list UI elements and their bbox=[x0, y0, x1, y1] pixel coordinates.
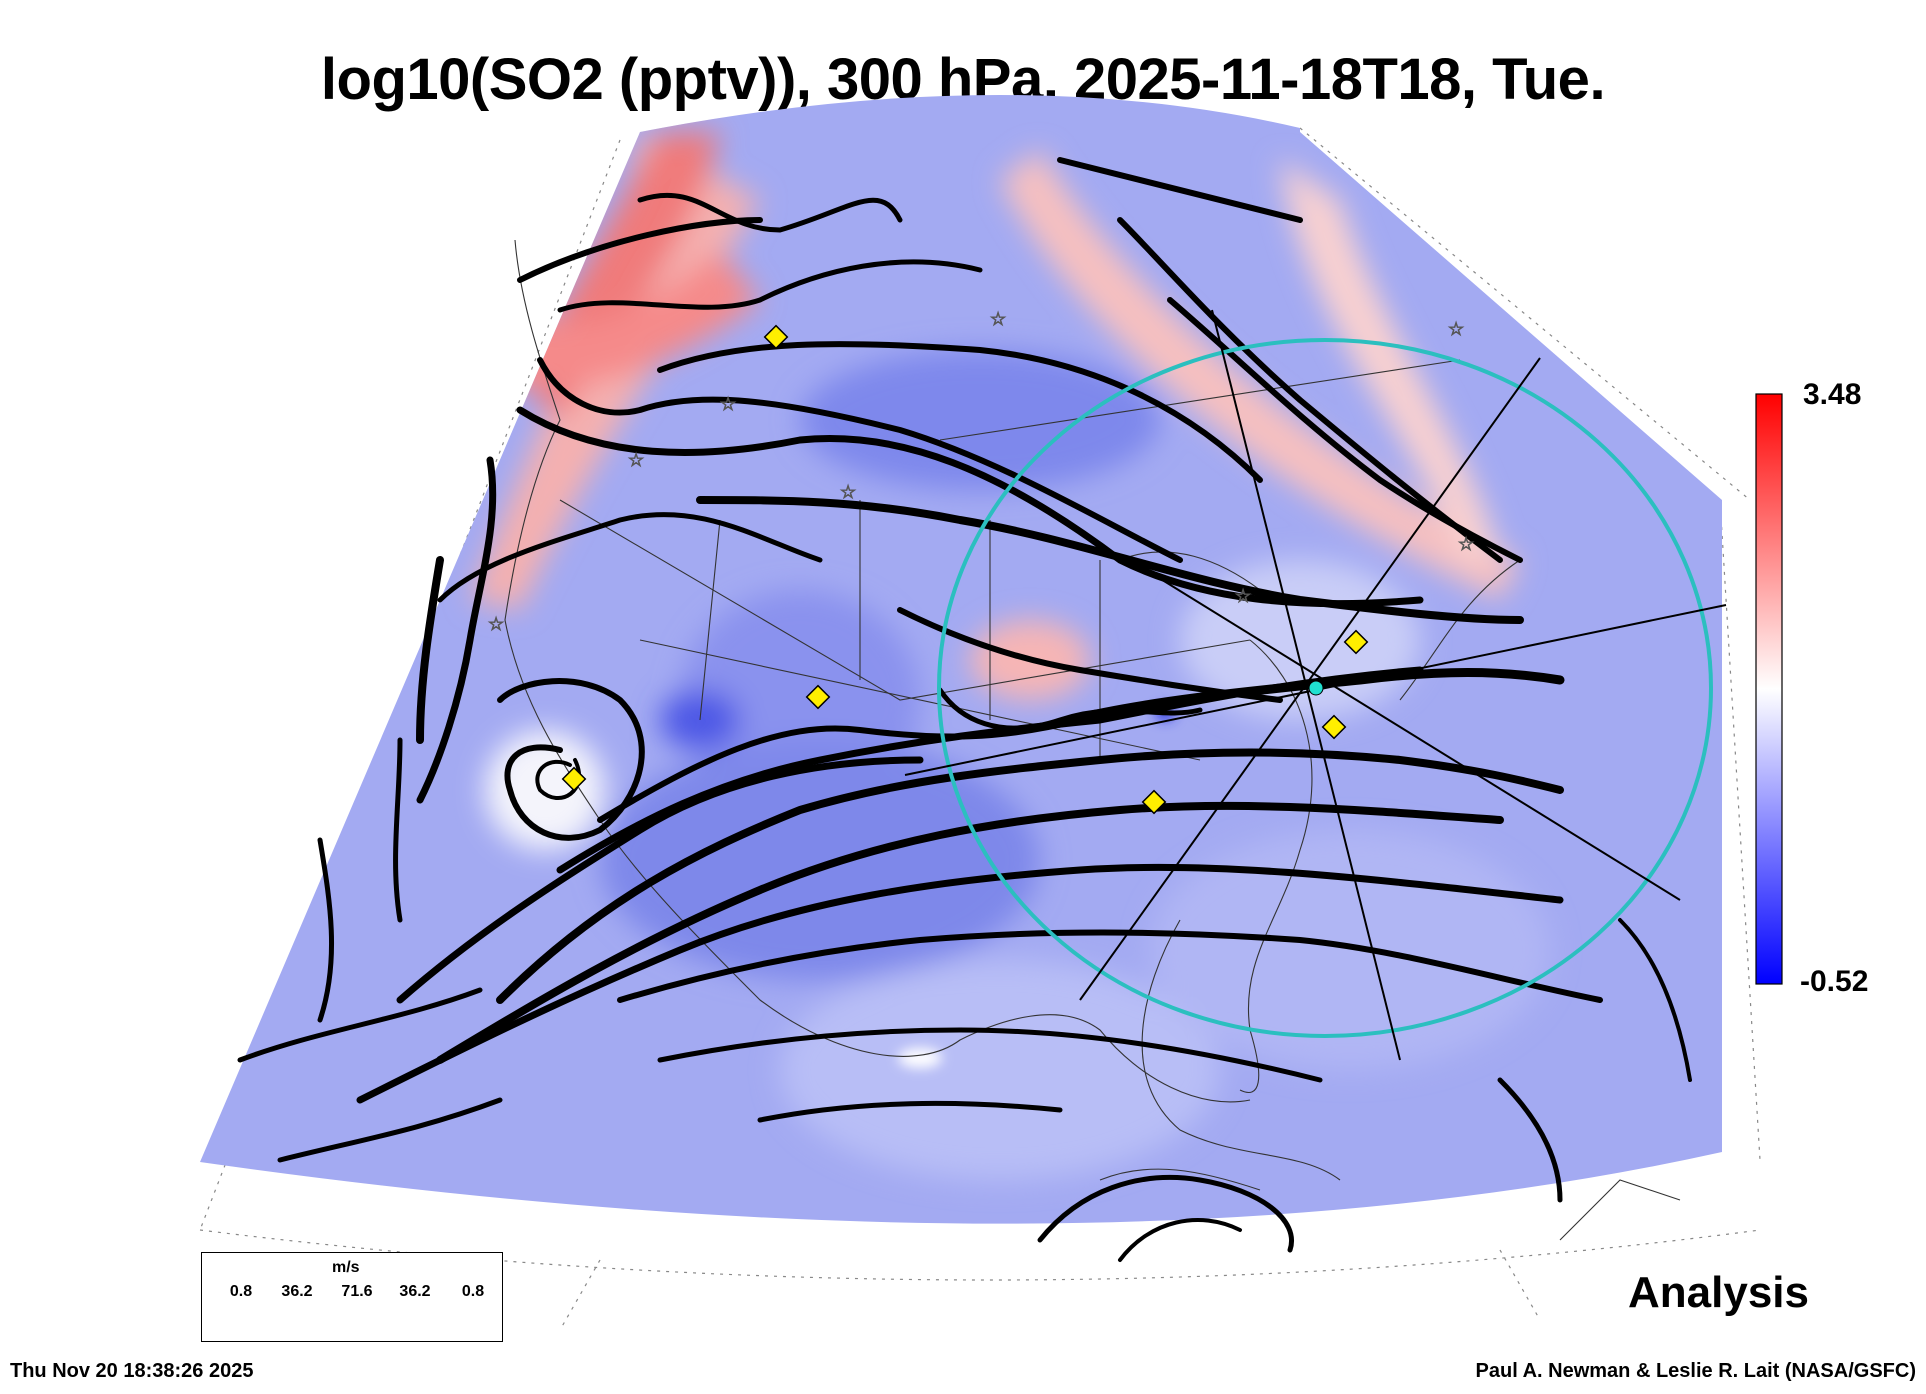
colorbar bbox=[1755, 393, 1783, 985]
svg-text:☆: ☆ bbox=[1448, 319, 1464, 339]
svg-text:☆: ☆ bbox=[990, 309, 1006, 329]
wind-speed-legend: m/s 0.8 36.2 71.6 36.2 0.8 bbox=[201, 1252, 503, 1342]
legend-value: 71.6 bbox=[341, 1283, 373, 1300]
legend-value: 0.8 bbox=[229, 1283, 253, 1300]
wind-streamlines bbox=[237, 157, 1692, 1262]
svg-text:☆: ☆ bbox=[840, 482, 856, 502]
site-marker bbox=[561, 766, 587, 792]
so2-field bbox=[200, 94, 1722, 1224]
svg-text:☆: ☆ bbox=[628, 450, 644, 470]
svg-text:☆: ☆ bbox=[488, 614, 504, 634]
svg-text:☆: ☆ bbox=[720, 394, 736, 414]
credit: Paul A. Newman & Leslie R. Lait (NASA/GS… bbox=[1475, 1360, 1916, 1382]
star-markers: ☆ ☆ ☆ ☆ ☆ ☆ ☆ ☆ bbox=[488, 309, 1475, 635]
coastlines bbox=[504, 239, 1681, 1241]
legend-value: 36.2 bbox=[399, 1283, 431, 1300]
timestamp: Thu Nov 20 18:38:26 2025 bbox=[10, 1360, 254, 1382]
colorbar-min-label: -0.52 bbox=[1800, 965, 1869, 998]
site-markers bbox=[561, 324, 1369, 815]
legend-unit: m/s bbox=[332, 1259, 360, 1276]
site-marker bbox=[805, 684, 831, 710]
site-marker bbox=[1343, 629, 1369, 655]
legend-value: 0.8 bbox=[461, 1283, 485, 1300]
range-ring bbox=[904, 309, 1727, 1061]
site-marker bbox=[1321, 714, 1347, 740]
site-marker bbox=[763, 324, 789, 350]
site-marker bbox=[1141, 789, 1167, 815]
legend-value: 36.2 bbox=[281, 1283, 313, 1300]
analysis-label: Analysis bbox=[1628, 1268, 1809, 1317]
svg-text:☆: ☆ bbox=[1458, 534, 1474, 554]
colorbar-max-label: 3.48 bbox=[1803, 378, 1862, 411]
svg-text:☆: ☆ bbox=[1235, 586, 1251, 606]
